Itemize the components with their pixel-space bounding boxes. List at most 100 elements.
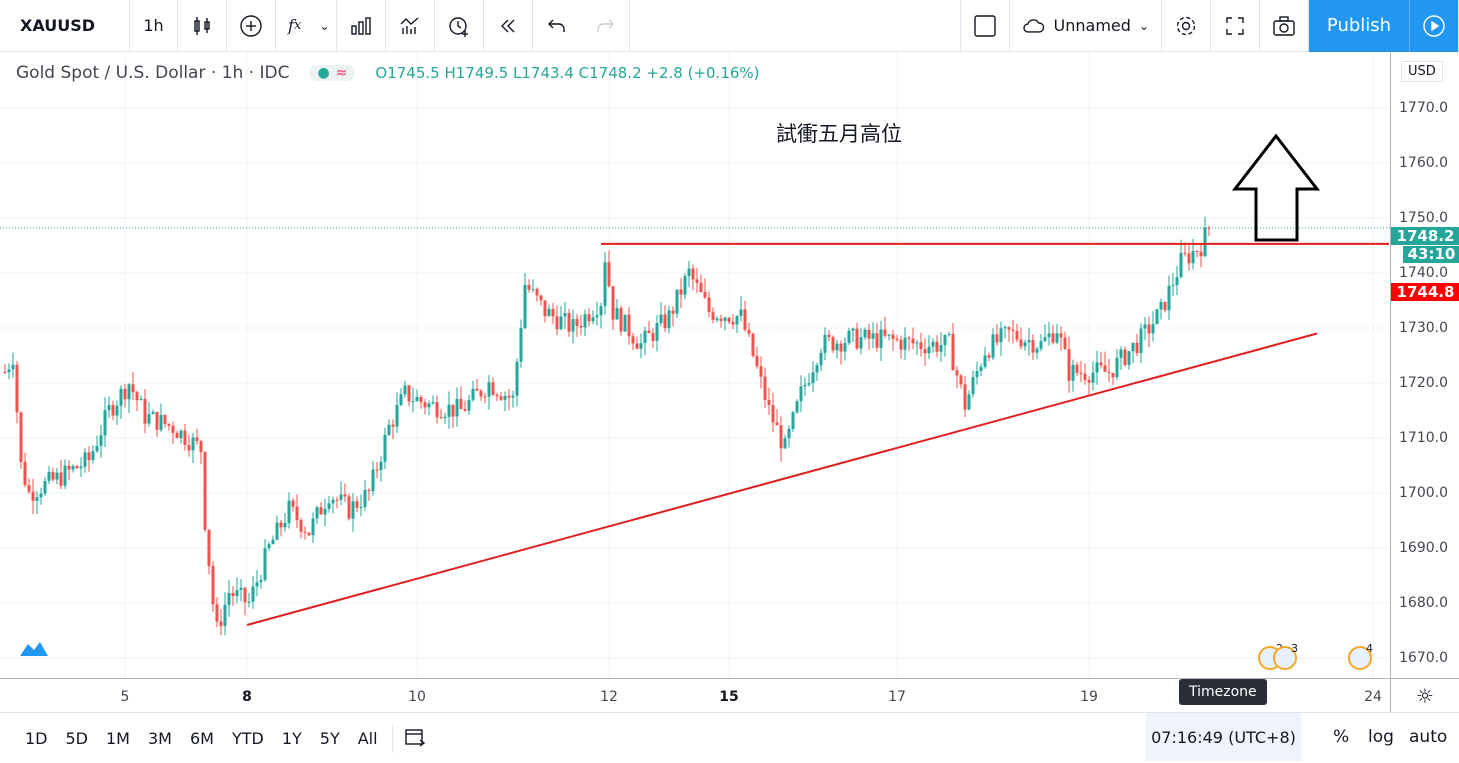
candle-body	[675, 289, 679, 314]
market-open-dot-icon: ●	[317, 65, 330, 81]
candle-body	[91, 451, 95, 461]
camera-icon[interactable]	[1260, 0, 1309, 52]
candles-icon[interactable]	[178, 0, 227, 52]
candle-body	[823, 334, 827, 353]
range-1m[interactable]: 1M	[106, 728, 130, 748]
candle-body	[579, 325, 583, 328]
candle-body	[347, 496, 351, 519]
candle-body	[571, 319, 575, 332]
candle-body	[1159, 301, 1163, 310]
range-1y[interactable]: 1Y	[281, 728, 302, 748]
publish-button[interactable]: Publish	[1309, 0, 1409, 52]
add-compare-icon[interactable]	[227, 0, 276, 52]
candle-body	[779, 425, 783, 449]
chevron-down-icon[interactable]: ⌄	[313, 0, 337, 52]
candle-body	[755, 355, 759, 367]
candle-body	[1139, 328, 1143, 354]
candle-body	[511, 395, 515, 398]
range-5y[interactable]: 5Y	[319, 728, 340, 748]
interval-button[interactable]: 1h	[130, 0, 178, 52]
candle-body	[835, 343, 839, 351]
candle-body	[563, 313, 567, 317]
candle-body	[771, 404, 775, 423]
replay-icon[interactable]	[484, 0, 533, 52]
chart-annotation-text[interactable]: 試衝五月高位	[776, 122, 902, 146]
candle-body	[967, 394, 971, 410]
candle-body	[247, 601, 251, 603]
candle-body	[703, 291, 707, 298]
candle-body	[991, 334, 995, 358]
fullscreen-icon[interactable]	[1211, 0, 1260, 52]
candle-body	[391, 424, 395, 427]
candle-body	[1035, 348, 1039, 353]
candle-body	[99, 435, 103, 446]
time-axis[interactable]: 5 8 10 12 15 17 19 24	[0, 678, 1390, 712]
candle-body	[63, 465, 67, 486]
currency-label[interactable]: USD	[1401, 61, 1443, 82]
range-ytd[interactable]: YTD	[231, 728, 264, 748]
candle-body	[1055, 333, 1059, 343]
market-status[interactable]: ● ≈	[309, 65, 356, 81]
candle-body	[379, 461, 383, 471]
candle-body	[343, 494, 347, 497]
chart-settings-icon[interactable]: ☼	[1390, 678, 1459, 712]
candle-body	[727, 317, 731, 323]
candle-body	[647, 330, 651, 333]
price-label: 1740.0	[1399, 265, 1448, 281]
price-axis[interactable]: USD 1770.0 1760.0 1750.0 1740.0 1730.0 1720.0…	[1390, 52, 1459, 678]
range-all[interactable]: All	[357, 728, 378, 748]
candle-body	[71, 466, 75, 470]
candle-body	[683, 276, 687, 295]
settings-icon[interactable]	[1162, 0, 1211, 52]
symbol-search[interactable]: XAUUSD	[0, 0, 130, 52]
candle-body	[1151, 324, 1155, 334]
alert-icon[interactable]	[435, 0, 484, 52]
candle-body	[623, 314, 627, 332]
range-6m[interactable]: 6M	[189, 728, 214, 748]
candle-body	[1063, 337, 1067, 349]
log-toggle[interactable]: log	[1368, 727, 1394, 747]
range-1d[interactable]: 1D	[25, 728, 48, 748]
candle-body	[179, 430, 183, 439]
candle-body	[1067, 348, 1071, 381]
candle-body	[419, 396, 423, 403]
play-icon[interactable]	[1409, 0, 1459, 52]
range-5d[interactable]: 5D	[65, 728, 89, 748]
candle-body	[587, 314, 591, 322]
layout-menu[interactable]: Unnamed ⌄	[1010, 0, 1162, 52]
candle-body	[1011, 329, 1015, 331]
candle-body	[39, 493, 43, 498]
compare-icon[interactable]	[386, 0, 435, 52]
candle-body	[59, 472, 63, 486]
auto-toggle[interactable]: auto	[1409, 727, 1448, 747]
candle-body	[183, 430, 187, 446]
time-label: 12	[600, 689, 618, 705]
candle-body	[155, 411, 159, 430]
price-chart[interactable]: 234	[0, 52, 1390, 678]
candle-body	[899, 339, 903, 350]
range-3m[interactable]: 3M	[147, 728, 172, 748]
candle-body	[231, 592, 235, 597]
line-price-tag: 1744.8	[1391, 283, 1459, 301]
candle-body	[523, 284, 527, 328]
go-to-date-icon[interactable]	[392, 725, 427, 753]
candle-body	[1031, 340, 1035, 353]
candle-body	[763, 376, 767, 400]
candle-body	[679, 289, 683, 295]
templates-icon[interactable]	[337, 0, 386, 52]
select-layout-checkbox[interactable]	[960, 0, 1010, 52]
up-arrow-drawing[interactable]	[1231, 133, 1321, 242]
redo-icon[interactable]	[581, 0, 630, 52]
candle-body	[243, 587, 247, 603]
percent-toggle[interactable]: %	[1333, 727, 1350, 747]
timezone-button[interactable]: 07:16:49 (UTC+8)	[1146, 713, 1301, 761]
price-label: 1680.0	[1399, 595, 1448, 611]
tradingview-logo-icon[interactable]	[18, 636, 50, 662]
undo-icon[interactable]	[533, 0, 581, 52]
candle-body	[875, 333, 879, 348]
candle-body	[747, 329, 751, 334]
candle-body	[1203, 227, 1207, 257]
candle-body	[43, 480, 47, 494]
candle-body	[591, 317, 595, 322]
